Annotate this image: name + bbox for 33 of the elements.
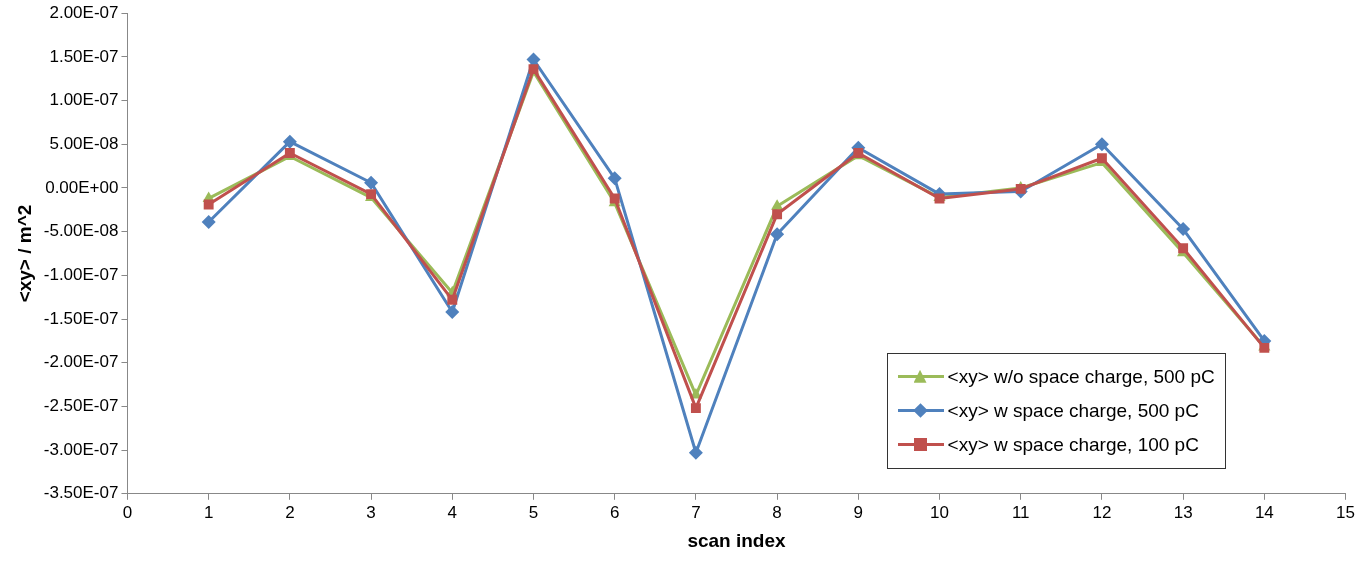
x-axis-title: scan index (687, 529, 787, 551)
legend-label: <xy> w space charge, 100 pC (947, 433, 1199, 456)
y-tick-label: -1.50E-07 (43, 308, 119, 328)
y-axis-title: <xy> / m^2 (13, 204, 35, 303)
x-tick-label: 7 (691, 502, 701, 522)
y-tick-label: 1.50E-07 (49, 46, 119, 66)
x-tick-label: 5 (528, 502, 539, 522)
x-tick-label: 11 (1011, 502, 1030, 522)
x-tick-label: 1 (203, 502, 214, 522)
y-tick-label: -3.00E-07 (43, 439, 119, 459)
x-tick-label: 6 (609, 502, 620, 522)
y-tick-label: -5.00E-08 (43, 221, 119, 241)
x-tick-label: 8 (772, 502, 782, 522)
x-tick-label: 12 (1092, 502, 1112, 522)
x-tick-label: 0 (122, 502, 133, 522)
x-tick-label: 4 (447, 502, 458, 522)
y-tick-label: -1.00E-07 (43, 265, 119, 285)
legend-label: <xy> w/o space charge, 500 pC (947, 365, 1215, 388)
y-tick-label: -2.00E-07 (43, 352, 119, 372)
y-tick-label: -3.50E-07 (43, 483, 119, 503)
x-tick-label: 2 (285, 502, 295, 522)
y-tick-label: 5.00E-08 (49, 133, 119, 153)
y-tick-label: 0.00E+00 (45, 177, 119, 197)
x-tick-label: 10 (930, 502, 949, 522)
x-tick-label: 9 (853, 502, 864, 522)
x-tick-label: 13 (1173, 502, 1193, 522)
x-tick-label: 15 (1336, 502, 1356, 522)
y-tick-label: 1.00E-07 (49, 90, 119, 110)
x-tick-label: 14 (1254, 502, 1274, 522)
x-tick-label: 3 (366, 502, 376, 522)
y-tick-label: 2.00E-07 (49, 2, 119, 22)
y-tick-label: -2.50E-07 (43, 396, 119, 416)
legend-label: <xy> w space charge, 500 pC (947, 399, 1199, 422)
